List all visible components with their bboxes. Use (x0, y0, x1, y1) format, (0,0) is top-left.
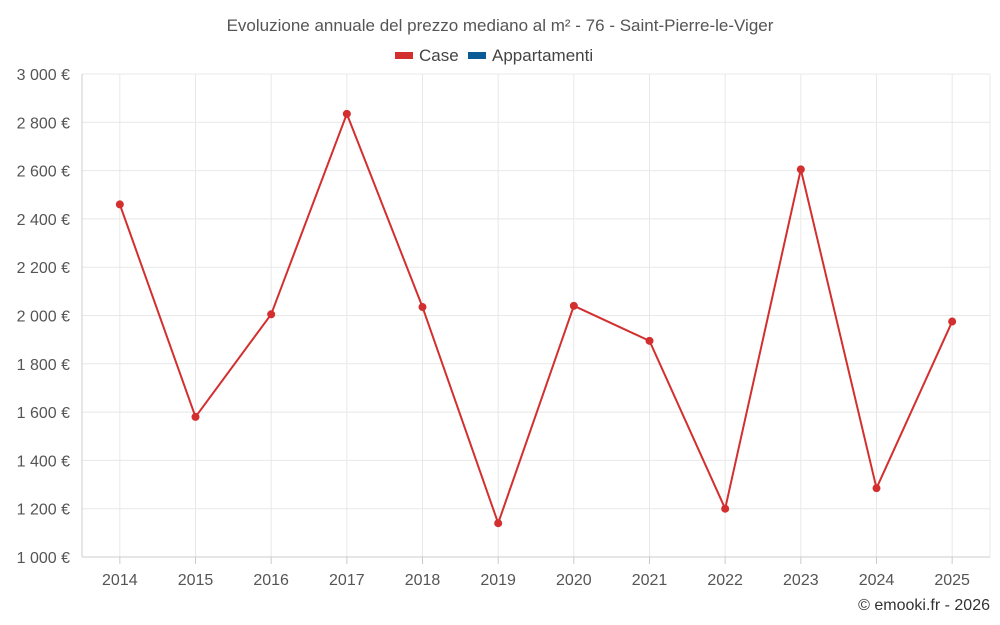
y-tick-label: 1 600 € (17, 405, 70, 422)
legend-label-case: Case (419, 46, 459, 65)
x-tick-label: 2022 (707, 572, 743, 589)
axes (81, 74, 990, 564)
y-tick-label: 2 400 € (17, 212, 70, 229)
legend-item-appartamenti[interactable]: Appartamenti (468, 46, 593, 65)
data-point-2016[interactable] (267, 310, 276, 319)
x-tick-label: 2023 (783, 572, 819, 589)
y-tick-label: 2 600 € (17, 164, 70, 181)
data-point-2015[interactable] (191, 412, 200, 421)
x-tick-label: 2018 (405, 572, 441, 589)
x-tick-label: 2016 (253, 572, 289, 589)
data-point-2014[interactable] (115, 200, 124, 209)
x-tick-label: 2025 (934, 572, 970, 589)
x-tick-label: 2024 (859, 572, 895, 589)
y-tick-label: 3 000 € (17, 67, 70, 84)
y-tick-label: 1 400 € (17, 453, 70, 470)
legend-item-case[interactable]: Case (395, 46, 459, 65)
x-tick-label: 2021 (632, 572, 668, 589)
data-point-2020[interactable] (569, 301, 578, 310)
y-tick-label: 1 200 € (17, 502, 70, 519)
series-line-case (118, 112, 954, 525)
gridlines (82, 73, 991, 558)
legend-swatch-case (395, 52, 413, 59)
chart-title: Evoluzione annuale del prezzo mediano al… (227, 16, 774, 35)
y-tick-label: 1 800 € (17, 357, 70, 374)
credit-text: © emooki.fr - 2026 (858, 597, 990, 614)
legend-swatch-appartamenti (468, 52, 486, 59)
data-point-2023[interactable] (796, 165, 805, 174)
data-point-2024[interactable] (872, 484, 881, 493)
y-tick-label: 2 800 € (17, 115, 70, 132)
series-case (115, 109, 957, 528)
x-axis-ticks: 2014 2015 2016 2017 2018 2019 2020 2021 2022 2023… (102, 572, 970, 589)
x-tick-label: 2020 (556, 572, 592, 589)
data-point-2021[interactable] (645, 336, 654, 345)
legend: Case Appartamenti (395, 46, 593, 65)
data-point-2017[interactable] (342, 109, 351, 118)
x-tick-label: 2014 (102, 572, 138, 589)
data-point-2025[interactable] (948, 317, 957, 326)
data-point-2019[interactable] (494, 519, 503, 528)
x-tick-label: 2017 (329, 572, 365, 589)
legend-label-appartamenti: Appartamenti (492, 46, 593, 65)
y-tick-label: 2 000 € (17, 309, 70, 326)
y-tick-label: 2 200 € (17, 260, 70, 277)
data-point-2018[interactable] (418, 303, 427, 312)
y-axis-ticks: 1 000 € 1 200 € 1 400 € 1 600 € 1 800 € 2 000… (17, 67, 70, 567)
x-tick-label: 2019 (480, 572, 516, 589)
x-tick-label: 2015 (178, 572, 214, 589)
data-point-2022[interactable] (721, 504, 730, 513)
y-tick-label: 1 000 € (17, 550, 70, 567)
